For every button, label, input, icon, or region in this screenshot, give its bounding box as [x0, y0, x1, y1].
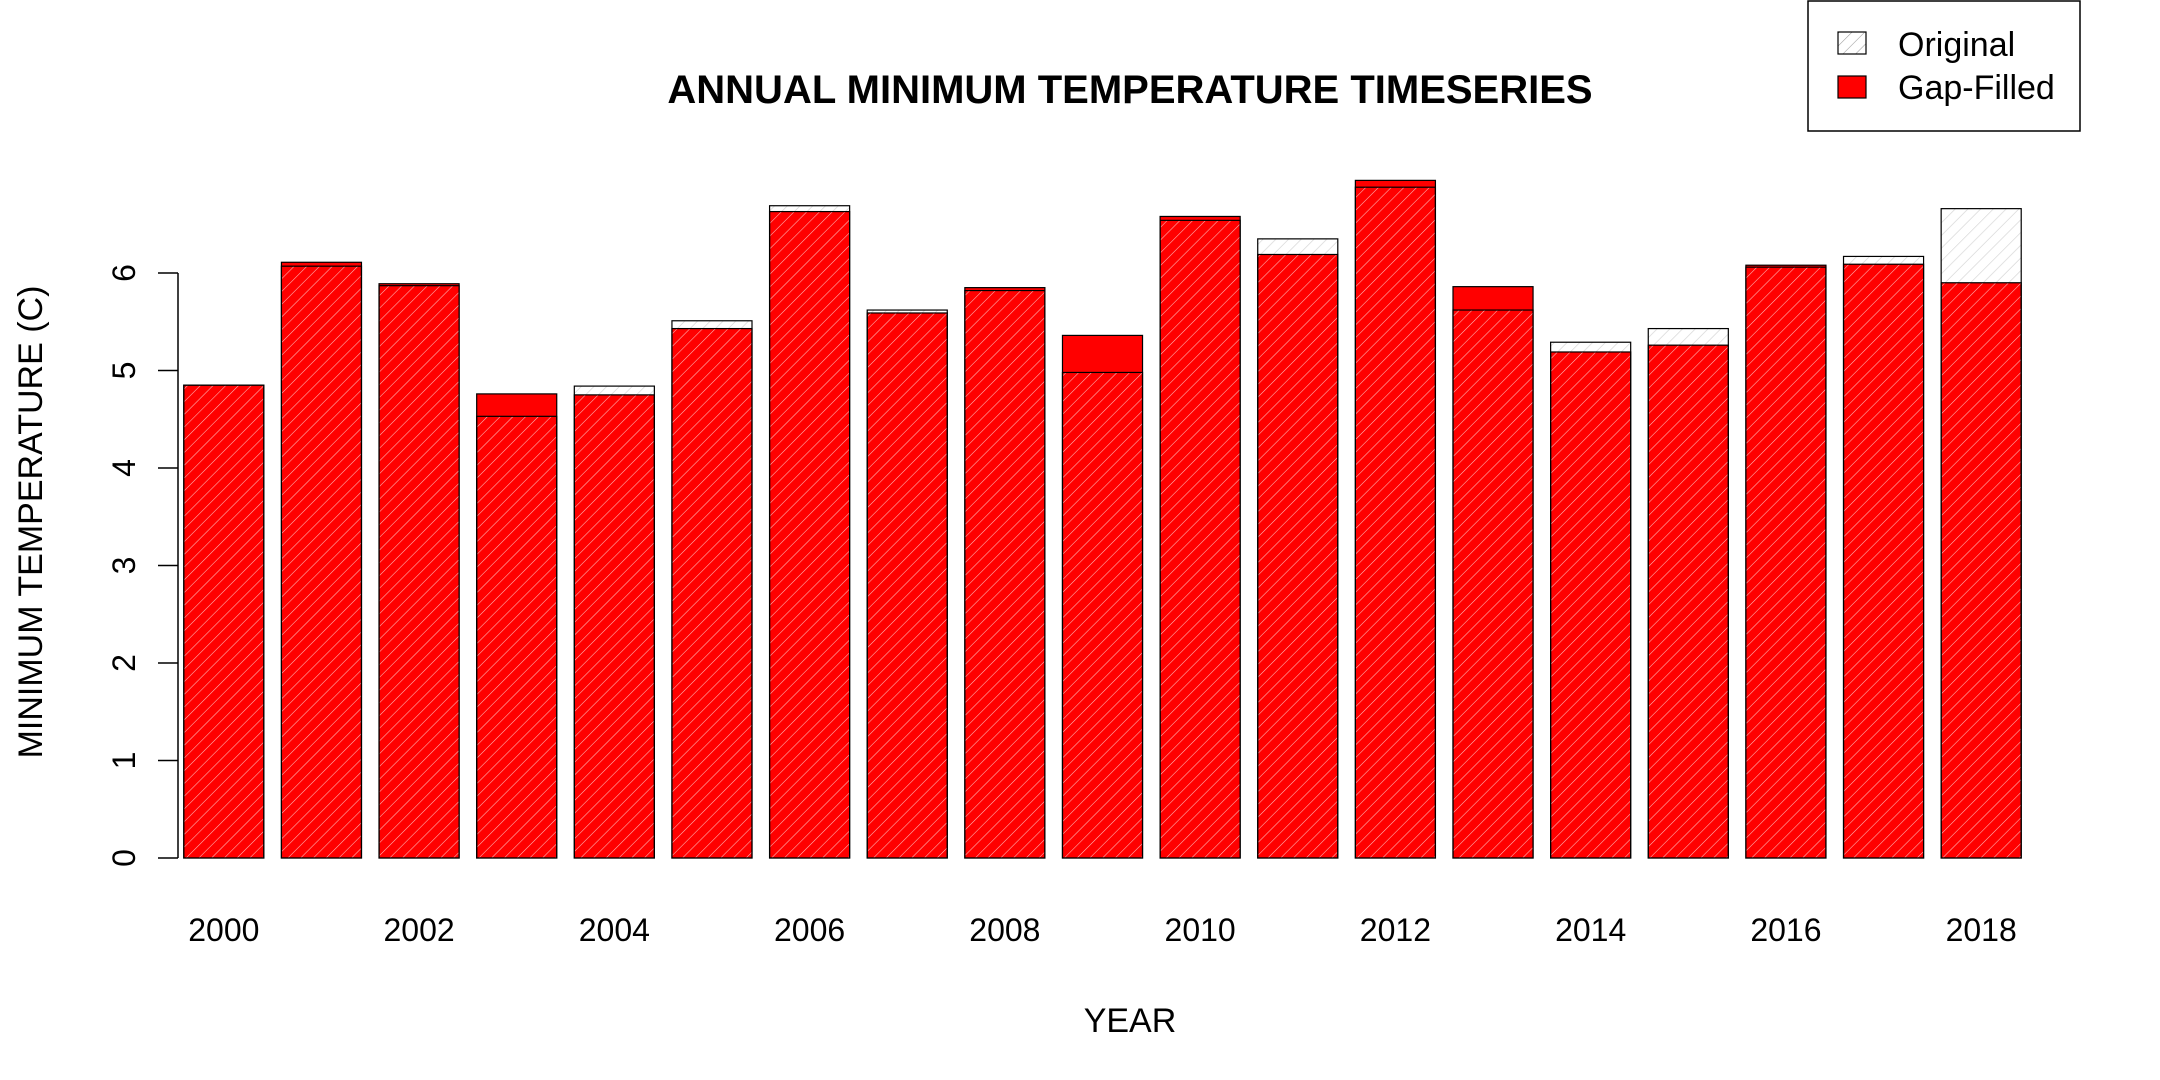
y-tick-label: 0	[106, 849, 142, 867]
original-hatch	[1843, 256, 1924, 858]
gap-filled-outline	[573, 394, 655, 859]
bar-2018	[1940, 208, 2022, 859]
chart-title: ANNUAL MINIMUM TEMPERATURE TIMESERIES	[667, 68, 1592, 112]
original-hatch	[476, 416, 557, 858]
gap-filled-excess	[1160, 216, 1241, 221]
legend-box	[1807, 0, 2081, 132]
gap-filled-outline	[1452, 286, 1534, 859]
original-hatch	[574, 386, 655, 858]
y-tick-label: 3	[106, 557, 142, 575]
bar-2015	[1647, 327, 1729, 859]
x-tick-label: 2014	[1555, 912, 1626, 948]
original-hatch	[1257, 238, 1338, 858]
gap-filled-outline	[1940, 282, 2022, 859]
gap-filled-excess	[281, 262, 362, 267]
legend: Original Gap-Filled	[1807, 0, 2081, 132]
original-hatch	[281, 266, 362, 858]
gap-filled-outline	[1647, 344, 1729, 859]
original-hatch	[1355, 187, 1436, 858]
original-hatch	[769, 205, 850, 859]
gap-filled-outline	[1354, 179, 1437, 859]
y-tick-label: 1	[106, 752, 142, 770]
original-hatch	[1745, 267, 1826, 858]
x-tick-label: 2002	[383, 912, 454, 948]
bar-2009	[1061, 334, 1144, 859]
bar-2016	[1745, 264, 1827, 859]
gap-filled-excess	[1452, 286, 1534, 311]
bar-2004	[573, 385, 655, 859]
original-hatch	[1941, 208, 2022, 858]
gap-filled-outline	[378, 283, 460, 859]
y-axis: 0 1 2 3 4 5 6	[106, 264, 179, 867]
gap-filled-excess	[1355, 180, 1436, 188]
x-tick-label: 2004	[579, 912, 650, 948]
gap-filled-excess	[964, 287, 1045, 291]
original-hatch	[1452, 310, 1534, 858]
gap-filled-excess	[1745, 265, 1826, 268]
gap-filled-outline	[1745, 264, 1827, 859]
bar-2008	[964, 287, 1046, 859]
bar-2000	[183, 384, 265, 859]
legend-swatch-original	[1837, 31, 1867, 55]
bar-2001	[280, 261, 363, 859]
x-tick-labels: 2000 2002 2004 2006 2008 2010 2012 2014 2016 2018	[188, 912, 2017, 948]
x-tick-label: 2000	[188, 912, 259, 948]
x-tick-label: 2006	[774, 912, 845, 948]
gap-filled-outline	[866, 312, 948, 859]
y-tick-label: 6	[106, 264, 142, 282]
x-tick-label: 2010	[1165, 912, 1236, 948]
original-hatch	[379, 285, 460, 858]
original-hatch	[1062, 372, 1143, 858]
gap-filled-outline	[1061, 334, 1144, 859]
x-tick-label: 2018	[1946, 912, 2017, 948]
y-axis-label: MINIMUM TEMPERATURE (C)	[12, 286, 50, 759]
y-tick-label: 2	[106, 654, 142, 672]
legend-label-gap-filled: Gap-Filled	[1898, 69, 2055, 107]
bar-2003	[476, 393, 558, 859]
gap-filled-outline	[1257, 253, 1339, 859]
gap-filled-excess	[476, 393, 557, 417]
gap-filled-outline	[1550, 351, 1632, 859]
bars	[183, 179, 2022, 859]
x-tick-label: 2008	[969, 912, 1040, 948]
bar-2011	[1257, 238, 1339, 859]
bar-2002	[378, 283, 460, 859]
x-tick-label: 2012	[1360, 912, 1431, 948]
gap-filled-outline	[280, 261, 363, 859]
original-hatch	[1648, 328, 1729, 858]
y-tick-label: 4	[106, 459, 142, 477]
original-hatch	[867, 310, 948, 858]
x-tick-label: 2016	[1750, 912, 1821, 948]
legend-label-original: Original	[1898, 26, 2015, 64]
original-hatch	[964, 290, 1045, 858]
bar-2007	[866, 309, 948, 859]
original-hatch	[183, 385, 264, 858]
gap-filled-outline	[476, 393, 558, 859]
original-hatch	[671, 320, 753, 858]
bar-2005	[671, 320, 753, 859]
gap-filled-excess	[379, 283, 460, 286]
bar-2013	[1452, 286, 1534, 859]
legend-swatch-gap-filled	[1837, 75, 1867, 99]
gap-filled-outline	[1842, 263, 1925, 859]
gap-filled-outline	[964, 287, 1046, 859]
y-tick-label: 5	[106, 362, 142, 380]
original-hatch	[1550, 342, 1631, 859]
gap-filled-excess	[1062, 335, 1143, 373]
gap-filled-outline	[671, 327, 753, 859]
x-axis-label: YEAR	[1084, 1002, 1177, 1040]
bar-2012	[1354, 179, 1437, 859]
bar-2014	[1550, 341, 1632, 859]
bar-2017	[1842, 255, 1925, 859]
bar-2010	[1159, 215, 1241, 859]
gap-filled-outline	[1159, 215, 1241, 859]
bar-2006	[768, 205, 851, 859]
gap-filled-outline	[768, 210, 851, 859]
gap-filled-outline	[183, 384, 265, 859]
original-hatch	[1160, 220, 1241, 859]
